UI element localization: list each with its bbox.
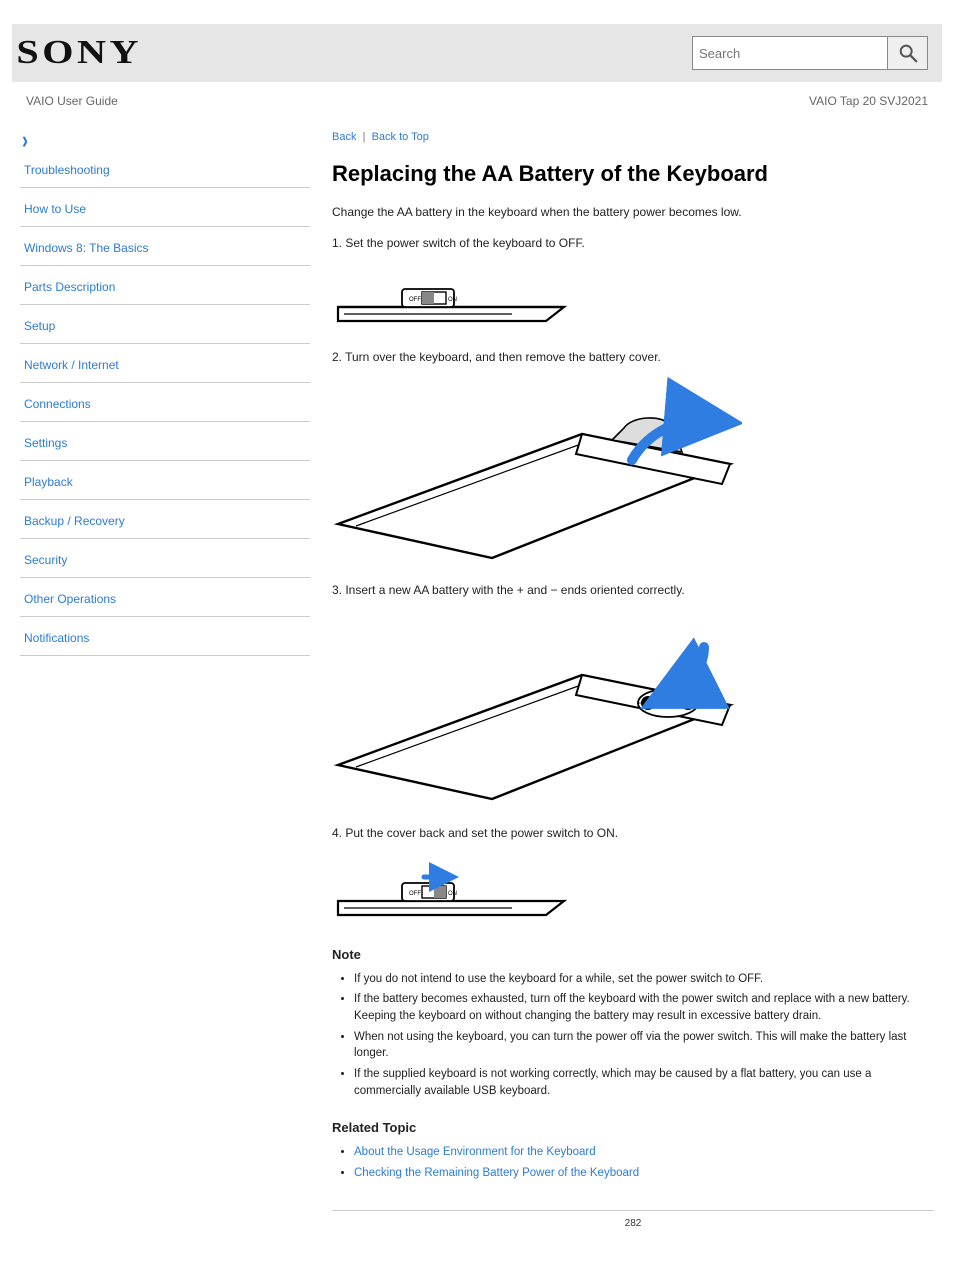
search-button[interactable] <box>888 36 928 70</box>
sidebar-item-windows8[interactable]: Windows 8: The Basics <box>20 226 310 265</box>
step-3: 3. Insert a new AA battery with the + an… <box>332 582 934 599</box>
sony-logo: SONY <box>16 34 142 72</box>
figure-switch-on: OFF ON <box>332 851 934 926</box>
page-number: 282 <box>332 1217 934 1232</box>
search-icon <box>897 42 919 64</box>
sidebar-item-connections[interactable]: Connections <box>20 382 310 421</box>
sidebar-item-settings[interactable]: Settings <box>20 421 310 460</box>
note-heading: Note <box>332 946 934 965</box>
intro-text: Change the AA battery in the keyboard wh… <box>332 204 934 221</box>
step-2: 2. Turn over the keyboard, and then remo… <box>332 349 934 366</box>
related-heading: Related Topic <box>332 1119 934 1138</box>
main-content: Back | Back to Top Replacing the AA Batt… <box>332 130 934 1231</box>
back-link[interactable]: Back <box>332 131 356 143</box>
sidebar-item-network[interactable]: Network / Internet <box>20 343 310 382</box>
sidebar: › Troubleshooting How to Use Windows 8: … <box>20 130 310 1231</box>
svg-text:ON: ON <box>448 891 457 897</box>
product-name: VAIO User Guide <box>26 94 118 108</box>
breadcrumb: Back | Back to Top <box>332 130 934 146</box>
chevron-right-icon: › <box>22 126 28 155</box>
sidebar-item-playback[interactable]: Playback <box>20 460 310 499</box>
topbar: SONY <box>12 24 942 82</box>
sidebar-item-notifications[interactable]: Notifications <box>20 616 310 656</box>
sidebar-item-how-to-use[interactable]: How to Use <box>20 187 310 226</box>
svg-text:OFF: OFF <box>409 891 421 897</box>
search <box>692 36 928 70</box>
sidebar-item-troubleshooting[interactable]: Troubleshooting <box>20 157 310 187</box>
note-item: If you do not intend to use the keyboard… <box>354 971 934 988</box>
footer-rule <box>332 1210 934 1211</box>
sidebar-item-setup[interactable]: Setup <box>20 304 310 343</box>
sidebar-item-backup[interactable]: Backup / Recovery <box>20 499 310 538</box>
search-input[interactable] <box>692 36 888 70</box>
svg-text:−: − <box>645 699 651 710</box>
notes-list: If you do not intend to use the keyboard… <box>354 971 934 1100</box>
note-item: If the supplied keyboard is not working … <box>354 1066 934 1099</box>
figure-switch-off: OFF ON <box>332 261 934 331</box>
sidebar-item-parts[interactable]: Parts Description <box>20 265 310 304</box>
note-item: If the battery becomes exhausted, turn o… <box>354 991 934 1024</box>
back-to-top-link[interactable]: Back to Top <box>372 131 429 143</box>
page-title: Replacing the AA Battery of the Keyboard <box>332 158 934 190</box>
step-4: 4. Put the cover back and set the power … <box>332 825 934 842</box>
figure-remove-cover <box>332 374 934 564</box>
svg-text:+: + <box>684 699 690 710</box>
step-1: 1. Set the power switch of the keyboard … <box>332 235 934 252</box>
on-label: ON <box>448 297 457 303</box>
off-label: OFF <box>409 297 421 303</box>
model-name: VAIO Tap 20 SVJ2021 <box>809 94 928 108</box>
related-list: About the Usage Environment for the Keyb… <box>354 1144 934 1181</box>
subheader: VAIO User Guide VAIO Tap 20 SVJ2021 <box>12 90 942 130</box>
sidebar-item-security[interactable]: Security <box>20 538 310 577</box>
note-item: When not using the keyboard, you can tur… <box>354 1029 934 1062</box>
sidebar-item-other[interactable]: Other Operations <box>20 577 310 616</box>
figure-insert-battery: − + <box>332 607 934 807</box>
related-link[interactable]: About the Usage Environment for the Keyb… <box>354 1146 596 1158</box>
related-link[interactable]: Checking the Remaining Battery Power of … <box>354 1167 639 1179</box>
